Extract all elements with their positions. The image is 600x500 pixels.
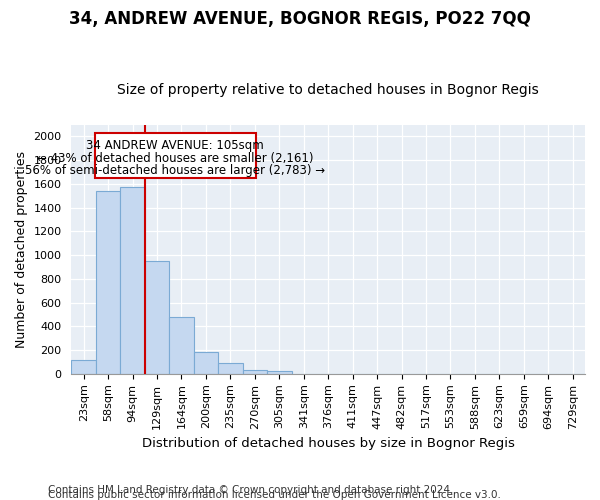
FancyBboxPatch shape [95, 133, 256, 178]
X-axis label: Distribution of detached houses by size in Bognor Regis: Distribution of detached houses by size … [142, 437, 515, 450]
Bar [267, 371, 292, 374]
Bar [194, 352, 218, 374]
Bar [218, 362, 242, 374]
Text: ← 43% of detached houses are smaller (2,161): ← 43% of detached houses are smaller (2,… [37, 152, 314, 165]
Bar [169, 317, 194, 374]
Bar [242, 370, 267, 374]
Text: Contains HM Land Registry data © Crown copyright and database right 2024.: Contains HM Land Registry data © Crown c… [48, 485, 454, 495]
Text: 34, ANDREW AVENUE, BOGNOR REGIS, PO22 7QQ: 34, ANDREW AVENUE, BOGNOR REGIS, PO22 7Q… [69, 10, 531, 28]
Text: 56% of semi-detached houses are larger (2,783) →: 56% of semi-detached houses are larger (… [25, 164, 325, 177]
Title: Size of property relative to detached houses in Bognor Regis: Size of property relative to detached ho… [118, 83, 539, 97]
Y-axis label: Number of detached properties: Number of detached properties [15, 150, 28, 348]
Text: 34 ANDREW AVENUE: 105sqm: 34 ANDREW AVENUE: 105sqm [86, 140, 264, 152]
Bar [121, 188, 145, 374]
Text: Contains public sector information licensed under the Open Government Licence v3: Contains public sector information licen… [48, 490, 501, 500]
Bar [96, 191, 121, 374]
Bar [71, 360, 96, 374]
Bar [145, 261, 169, 374]
